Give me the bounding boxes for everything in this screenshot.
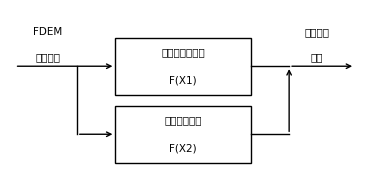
Bar bbox=[115, 38, 251, 95]
Text: 调门开度: 调门开度 bbox=[304, 27, 329, 37]
Text: FDEM: FDEM bbox=[33, 27, 62, 37]
Text: 指令: 指令 bbox=[310, 52, 323, 62]
Text: 单阀配汽函数: 单阀配汽函数 bbox=[164, 115, 202, 125]
Text: F(X1): F(X1) bbox=[169, 76, 197, 86]
Text: 流量指令: 流量指令 bbox=[35, 52, 60, 62]
Text: F(X2): F(X2) bbox=[169, 144, 197, 154]
Text: 顺序阀配汽函数: 顺序阀配汽函数 bbox=[161, 47, 205, 57]
Bar bbox=[115, 106, 251, 163]
